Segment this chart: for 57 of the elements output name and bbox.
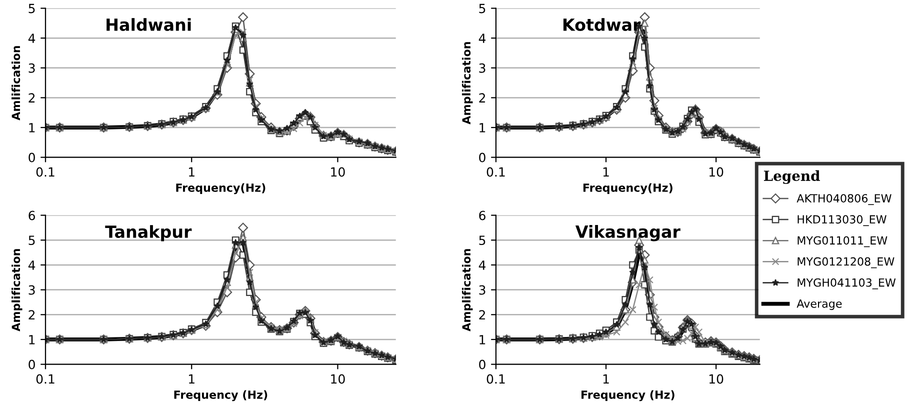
x-axis-title: Frequency(Hz) (176, 183, 266, 194)
y-tick-label: 0 (28, 360, 35, 370)
y-tick-label: 1 (29, 335, 35, 344)
x-tick-label: 0.1 (486, 374, 505, 384)
x-tick-label: 1 (189, 374, 194, 384)
legend-label: HKD113030_EW (798, 215, 886, 226)
y-tick-label: 6 (479, 210, 486, 220)
y-tick-label: 5 (479, 4, 486, 14)
y-tick-label: 2 (28, 93, 35, 102)
y-tick-label: 4 (28, 34, 36, 43)
y-tick-label: 3 (28, 285, 35, 295)
y-tick-label: 4 (478, 34, 486, 43)
chart-title: Haldwani (106, 18, 191, 31)
y-tick-label: 1 (480, 335, 486, 344)
y-axis-title: Amplification (462, 249, 473, 332)
y-tick-label: 5 (28, 4, 35, 14)
y-tick-label: 3 (28, 63, 35, 73)
x-tick-label: 1 (603, 167, 609, 177)
x-tick-label: 0.1 (36, 374, 54, 384)
legend-label: AKTH040806_EW (796, 194, 892, 205)
y-tick-label: 1 (29, 123, 35, 132)
y-tick-label: 0 (479, 152, 486, 162)
y-tick-label: 5 (28, 236, 35, 246)
y-axis-title: Amplification (12, 249, 22, 332)
y-axis-title: Amplification (462, 42, 473, 124)
x-tick-label: 0.1 (486, 167, 505, 177)
y-tick-label: 4 (28, 260, 36, 270)
x-tick-label: 10 (709, 167, 724, 177)
y-tick-label: 2 (28, 310, 35, 320)
y-tick-label: 0 (28, 152, 35, 162)
x-axis-title: Frequency (Hz) (582, 390, 674, 402)
x-tick-label: 10 (709, 374, 724, 384)
legend-label: MYGH041103_EW (798, 278, 896, 290)
x-tick-label: 10 (331, 374, 345, 384)
x-tick-label: 1 (603, 374, 609, 384)
x-axis-title: Frequency (Hz) (174, 390, 268, 402)
y-tick-label: 0 (479, 360, 486, 370)
x-tick-label: 10 (331, 167, 345, 177)
y-tick-label: 6 (28, 210, 35, 220)
legend-label: MYG0121208_EW (798, 257, 894, 268)
y-tick-label: 3 (479, 285, 486, 295)
y-tick-label: 1 (480, 123, 486, 132)
y-tick-label: 2 (479, 310, 485, 320)
text: Tanakpur (105, 225, 192, 242)
legend-title: Legend (764, 170, 820, 184)
chart-title: Kotdwar (563, 18, 641, 31)
x-tick-label: 1 (189, 167, 194, 177)
text: Vikasnagar (575, 225, 680, 242)
legend-label: Average (796, 300, 842, 310)
y-tick-label: 4 (478, 260, 486, 270)
y-tick-label: 2 (479, 93, 485, 102)
y-axis-title: Amlification (12, 46, 20, 120)
legend-label: MYG011011_EW (798, 236, 888, 248)
y-tick-label: 5 (479, 236, 486, 246)
x-axis-title: Frequency(Hz) (583, 183, 672, 194)
x-tick-label: 0.1 (36, 167, 54, 177)
y-tick-label: 3 (479, 63, 486, 73)
